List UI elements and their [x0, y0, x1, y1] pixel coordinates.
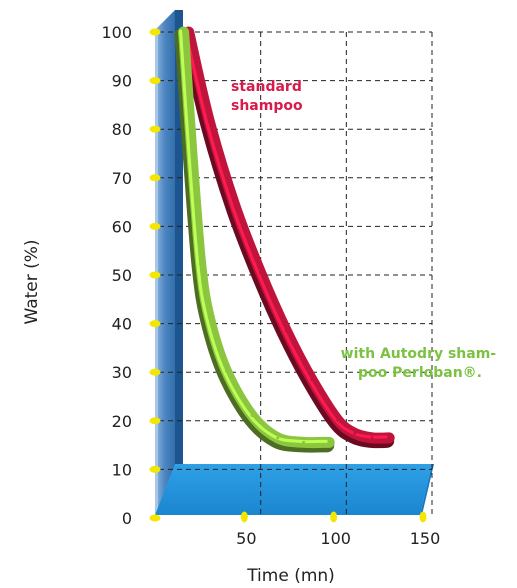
series-0-point	[233, 204, 237, 208]
y-tick-label: 40	[112, 315, 132, 334]
series-0-point	[207, 119, 211, 123]
series-1-point	[302, 440, 305, 444]
y-tick-marker	[149, 417, 161, 425]
y-tick-marker	[149, 368, 161, 376]
y-tick-marker	[149, 28, 161, 36]
series-1-point	[207, 315, 211, 319]
series-1-point	[327, 440, 331, 444]
y-tick-label: 90	[112, 72, 132, 91]
y-tick-label: 70	[112, 169, 132, 188]
y-tick-label: 100	[101, 23, 132, 42]
series-0-point	[259, 271, 263, 275]
y-tick-marker	[149, 125, 161, 133]
annotation-line: with Autodry sham-	[341, 346, 497, 362]
series-1-point	[182, 30, 186, 34]
y-tick-label: 0	[122, 509, 132, 528]
series-0-point	[336, 418, 340, 422]
standard-shampoo-annotation: standard shampoo	[231, 79, 307, 114]
series-1-point	[250, 414, 254, 418]
series-1-point	[224, 369, 228, 373]
x-tick-label: 100	[320, 529, 351, 548]
x-tick-marker	[330, 511, 338, 523]
x-tick-marker	[240, 511, 248, 523]
y-tick-label: 10	[112, 460, 132, 479]
y-tick-marker	[149, 514, 161, 522]
y-tick-marker	[149, 222, 161, 230]
y-tick-label: 60	[112, 217, 132, 236]
annotation-line: shampoo	[231, 98, 303, 114]
x-axis-floor	[155, 464, 434, 515]
y-tick-label: 20	[112, 412, 132, 431]
y-tick-label: 50	[112, 266, 132, 285]
series-0-point	[284, 329, 288, 333]
tick-markers	[149, 28, 427, 523]
y-tick-marker	[149, 465, 161, 473]
annotation-line: standard	[231, 79, 302, 95]
series-0-point	[370, 436, 374, 440]
series-0-point	[353, 431, 357, 435]
annotation-line: poo Perloban®.	[358, 365, 482, 381]
series-1-highlight	[179, 29, 328, 444]
series-0-highlight	[184, 29, 388, 439]
series-1-point	[276, 436, 280, 440]
y-axis-title: Water (%)	[22, 239, 42, 324]
series-1-point	[199, 262, 203, 266]
autodry-shampoo-annotation: with Autodry sham- poo Perloban®.	[341, 346, 501, 381]
y-tick-label: 30	[112, 363, 132, 382]
x-tick-marker	[419, 511, 427, 523]
x-tick-label: 50	[236, 529, 256, 548]
x-axis-title: Time (mn)	[246, 566, 335, 586]
x-tick-label: 150	[410, 529, 441, 548]
series-0-point	[387, 436, 391, 440]
y-tick-label: 80	[112, 120, 132, 139]
y-tick-marker	[149, 174, 161, 182]
tick-labels: 0 10 20 30 40 50 60 70 80 90 100 50 100 150	[101, 23, 440, 548]
y-tick-marker	[149, 271, 161, 279]
series-layer	[174, 26, 395, 453]
series-1-point	[190, 155, 194, 159]
y-tick-marker	[149, 77, 161, 85]
series-0-point	[310, 378, 314, 382]
y-tick-marker	[149, 320, 161, 328]
